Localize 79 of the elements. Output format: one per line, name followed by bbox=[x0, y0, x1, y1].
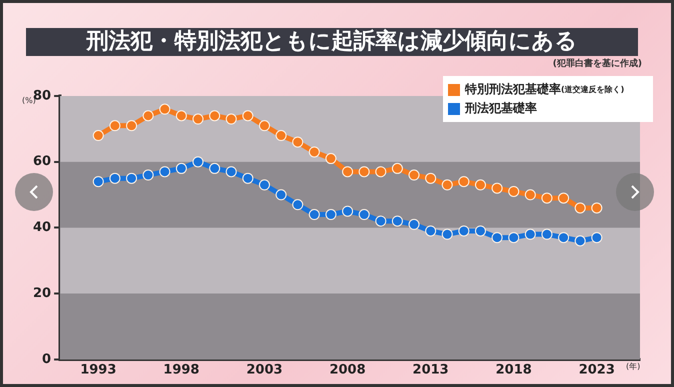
point bbox=[425, 225, 436, 236]
point bbox=[408, 170, 420, 181]
point bbox=[591, 232, 602, 244]
chart-title: 刑法犯・特別法犯ともに起訴率は減少傾向にある bbox=[26, 28, 638, 56]
point bbox=[109, 120, 120, 132]
x-tick-label: 2018 bbox=[496, 362, 532, 378]
point bbox=[126, 172, 138, 184]
point bbox=[325, 209, 336, 220]
point bbox=[242, 110, 254, 122]
point bbox=[541, 228, 552, 240]
point bbox=[209, 110, 220, 122]
point bbox=[591, 202, 602, 214]
point bbox=[209, 162, 220, 174]
point bbox=[92, 176, 104, 188]
point bbox=[226, 114, 237, 125]
point bbox=[408, 218, 420, 230]
point bbox=[541, 192, 552, 204]
point bbox=[375, 216, 386, 227]
point bbox=[276, 189, 287, 200]
point bbox=[176, 162, 187, 174]
point bbox=[258, 120, 270, 132]
point bbox=[392, 216, 403, 227]
point bbox=[492, 232, 503, 244]
point bbox=[508, 186, 520, 197]
point bbox=[458, 225, 470, 236]
point bbox=[574, 202, 586, 214]
point bbox=[508, 232, 520, 244]
point bbox=[342, 166, 354, 178]
point bbox=[524, 189, 536, 200]
point bbox=[242, 172, 254, 184]
point bbox=[192, 156, 204, 168]
point bbox=[292, 199, 304, 210]
point bbox=[308, 146, 320, 158]
point bbox=[524, 228, 536, 240]
point bbox=[358, 209, 370, 220]
legend-label: 特別刑法犯基礎率(道交違反を除く) bbox=[465, 81, 624, 98]
point bbox=[442, 228, 453, 240]
point bbox=[458, 176, 470, 188]
point bbox=[392, 162, 403, 174]
point bbox=[342, 206, 354, 217]
point bbox=[142, 170, 154, 181]
y-axis-title: (%) bbox=[22, 96, 36, 105]
point bbox=[474, 179, 486, 190]
y-tick-label: 40 bbox=[32, 220, 52, 236]
point bbox=[159, 166, 170, 178]
point bbox=[442, 179, 453, 190]
x-tick-label: 2013 bbox=[412, 362, 449, 378]
point bbox=[258, 179, 270, 190]
x-tick-label: 1993 bbox=[80, 362, 116, 378]
point bbox=[276, 130, 287, 142]
point bbox=[574, 235, 586, 246]
point bbox=[176, 110, 187, 122]
text: (犯罪白書を基に作成) bbox=[552, 57, 642, 70]
x-tick-label: 2008 bbox=[329, 362, 366, 378]
point bbox=[292, 136, 304, 148]
point bbox=[558, 232, 570, 244]
point bbox=[159, 104, 170, 115]
point bbox=[109, 172, 120, 184]
point bbox=[192, 114, 204, 125]
point bbox=[126, 120, 138, 132]
point bbox=[474, 225, 486, 236]
y-tick-label: 60 bbox=[32, 154, 52, 170]
point bbox=[492, 182, 503, 194]
point bbox=[425, 172, 436, 184]
point bbox=[375, 166, 386, 178]
point bbox=[325, 153, 336, 164]
x-tick-label: 2003 bbox=[246, 362, 283, 378]
legend-label: 刑法犯基礎率 bbox=[465, 100, 537, 117]
point bbox=[92, 130, 104, 142]
x-tick-label: 2023 bbox=[578, 362, 615, 378]
point bbox=[226, 166, 237, 178]
point bbox=[358, 166, 370, 178]
y-tick-label: 0 bbox=[42, 352, 52, 367]
point bbox=[558, 192, 570, 204]
x-axis-title: (年) bbox=[626, 361, 640, 372]
y-tick-label: 20 bbox=[32, 286, 52, 301]
point bbox=[308, 209, 320, 220]
x-tick-label: 1998 bbox=[163, 362, 200, 378]
point bbox=[142, 110, 154, 122]
